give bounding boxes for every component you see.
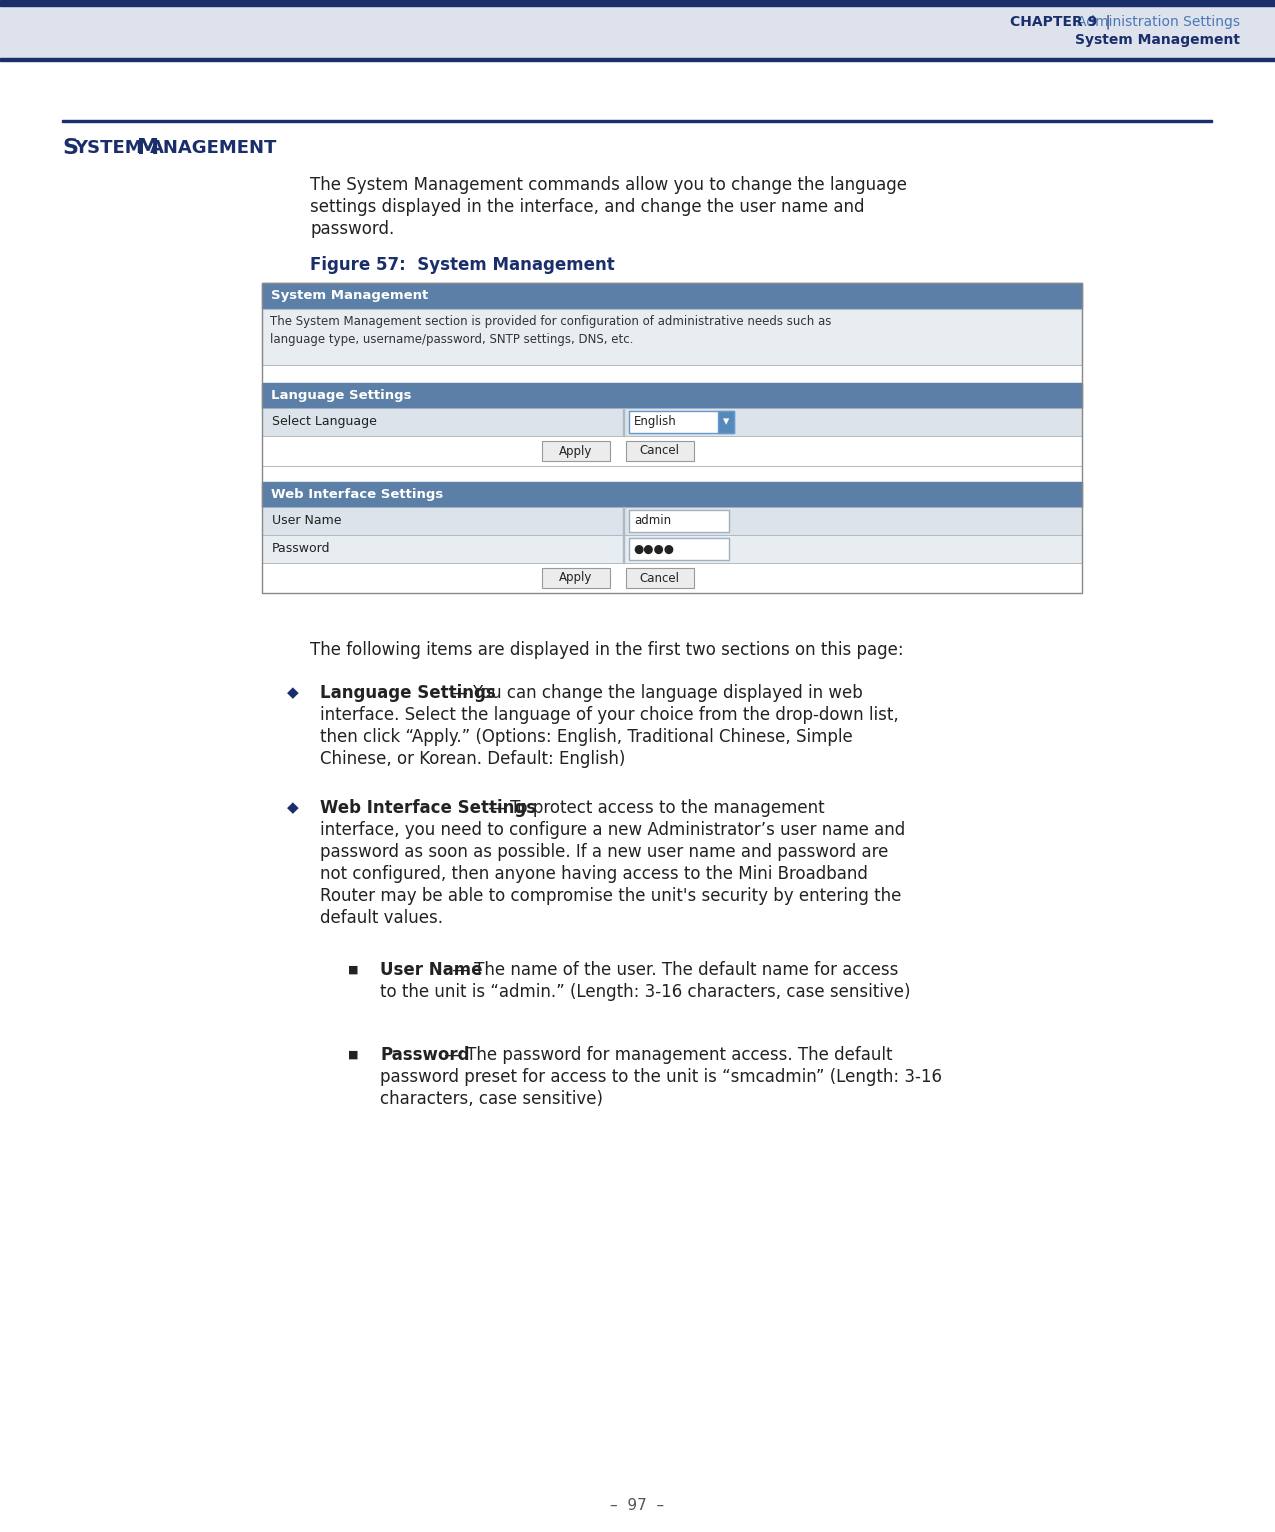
Text: ■: ■	[348, 965, 358, 974]
Text: interface, you need to configure a new Administrator’s user name and: interface, you need to configure a new A…	[320, 821, 905, 840]
Text: Chinese, or Korean. Default: English): Chinese, or Korean. Default: English)	[320, 751, 625, 768]
Text: User Name: User Name	[272, 515, 342, 527]
Text: interface. Select the language of your choice from the drop-down list,: interface. Select the language of your c…	[320, 706, 899, 725]
Bar	[542, 441, 609, 461]
Text: — The name of the user. The default name for access: — The name of the user. The default name…	[446, 961, 898, 979]
Bar	[261, 507, 1082, 535]
Text: ANAGEMENT: ANAGEMENT	[150, 139, 278, 156]
Bar	[0, 58, 1275, 61]
Bar	[261, 408, 1082, 437]
Text: — The password for management access. The default: — The password for management access. Th…	[439, 1046, 892, 1065]
Text: Apply: Apply	[560, 444, 593, 458]
Text: Select Language: Select Language	[272, 415, 377, 429]
Text: password preset for access to the unit is “smcadmin” (Length: 3-16: password preset for access to the unit i…	[380, 1068, 942, 1086]
Bar	[261, 562, 1082, 593]
Text: ◆: ◆	[287, 685, 298, 700]
Bar	[261, 283, 1082, 593]
Text: Web Interface Settings: Web Interface Settings	[272, 489, 444, 501]
Text: Language Settings: Language Settings	[272, 389, 412, 401]
Text: Router may be able to compromise the unit's security by entering the: Router may be able to compromise the uni…	[320, 887, 901, 905]
Bar	[261, 309, 1082, 365]
Text: Administration Settings: Administration Settings	[1077, 15, 1241, 29]
Text: The System Management section is provided for configuration of administrative ne: The System Management section is provide…	[270, 314, 831, 328]
Text: S: S	[62, 138, 78, 158]
Text: characters, case sensitive): characters, case sensitive)	[380, 1089, 603, 1108]
Text: — To protect access to the management: — To protect access to the management	[483, 800, 825, 817]
Bar	[718, 411, 734, 434]
Text: Cancel: Cancel	[640, 571, 680, 585]
Bar	[261, 437, 1082, 466]
Bar	[261, 483, 1082, 507]
Text: password.: password.	[310, 221, 394, 237]
Text: Password: Password	[272, 542, 330, 556]
Text: language type, username/password, SNTP settings, DNS, etc.: language type, username/password, SNTP s…	[270, 334, 634, 346]
Text: ■: ■	[348, 1049, 358, 1060]
Text: Apply: Apply	[560, 571, 593, 585]
Bar	[62, 119, 1213, 123]
Bar	[629, 510, 729, 532]
Text: The following items are displayed in the first two sections on this page:: The following items are displayed in the…	[310, 640, 904, 659]
Text: then click “Apply.” (Options: English, Traditional Chinese, Simple: then click “Apply.” (Options: English, T…	[320, 728, 853, 746]
Text: admin: admin	[634, 515, 671, 527]
Text: Figure 57:  System Management: Figure 57: System Management	[310, 256, 615, 274]
Text: User Name: User Name	[380, 961, 482, 979]
Text: The System Management commands allow you to change the language: The System Management commands allow you…	[310, 176, 907, 195]
Text: System Management: System Management	[1075, 34, 1241, 47]
Text: to the unit is “admin.” (Length: 3-16 characters, case sensitive): to the unit is “admin.” (Length: 3-16 ch…	[380, 984, 910, 1000]
Text: default values.: default values.	[320, 908, 442, 927]
Text: password as soon as possible. If a new user name and password are: password as soon as possible. If a new u…	[320, 843, 889, 861]
Text: ▾: ▾	[723, 415, 729, 429]
Bar	[542, 568, 609, 588]
Bar	[0, 6, 1275, 58]
Bar	[629, 411, 734, 434]
Bar	[261, 535, 1082, 562]
Bar	[261, 365, 1082, 383]
Text: System Management: System Management	[272, 290, 428, 302]
Text: Web Interface Settings: Web Interface Settings	[320, 800, 536, 817]
Text: M: M	[136, 138, 159, 158]
Text: Language Settings: Language Settings	[320, 683, 496, 702]
Text: Cancel: Cancel	[640, 444, 680, 458]
Text: ◆: ◆	[287, 801, 298, 815]
Text: Password: Password	[380, 1046, 469, 1065]
Text: English: English	[634, 415, 677, 429]
Bar	[626, 568, 694, 588]
Text: — You can change the language displayed in web: — You can change the language displayed …	[446, 683, 863, 702]
Bar	[261, 283, 1082, 309]
Text: settings displayed in the interface, and change the user name and: settings displayed in the interface, and…	[310, 198, 864, 216]
Bar	[629, 538, 729, 561]
Bar	[261, 383, 1082, 408]
Text: –  97  –: – 97 –	[609, 1497, 664, 1512]
Text: not configured, then anyone having access to the Mini Broadband: not configured, then anyone having acces…	[320, 866, 868, 882]
Text: ●●●●: ●●●●	[634, 542, 674, 556]
Text: |: |	[1096, 15, 1119, 29]
Bar	[626, 441, 694, 461]
Bar	[261, 466, 1082, 483]
Text: YSTEM: YSTEM	[74, 139, 143, 156]
Bar	[0, 0, 1275, 6]
Text: CHAPTER 9: CHAPTER 9	[1010, 15, 1096, 29]
